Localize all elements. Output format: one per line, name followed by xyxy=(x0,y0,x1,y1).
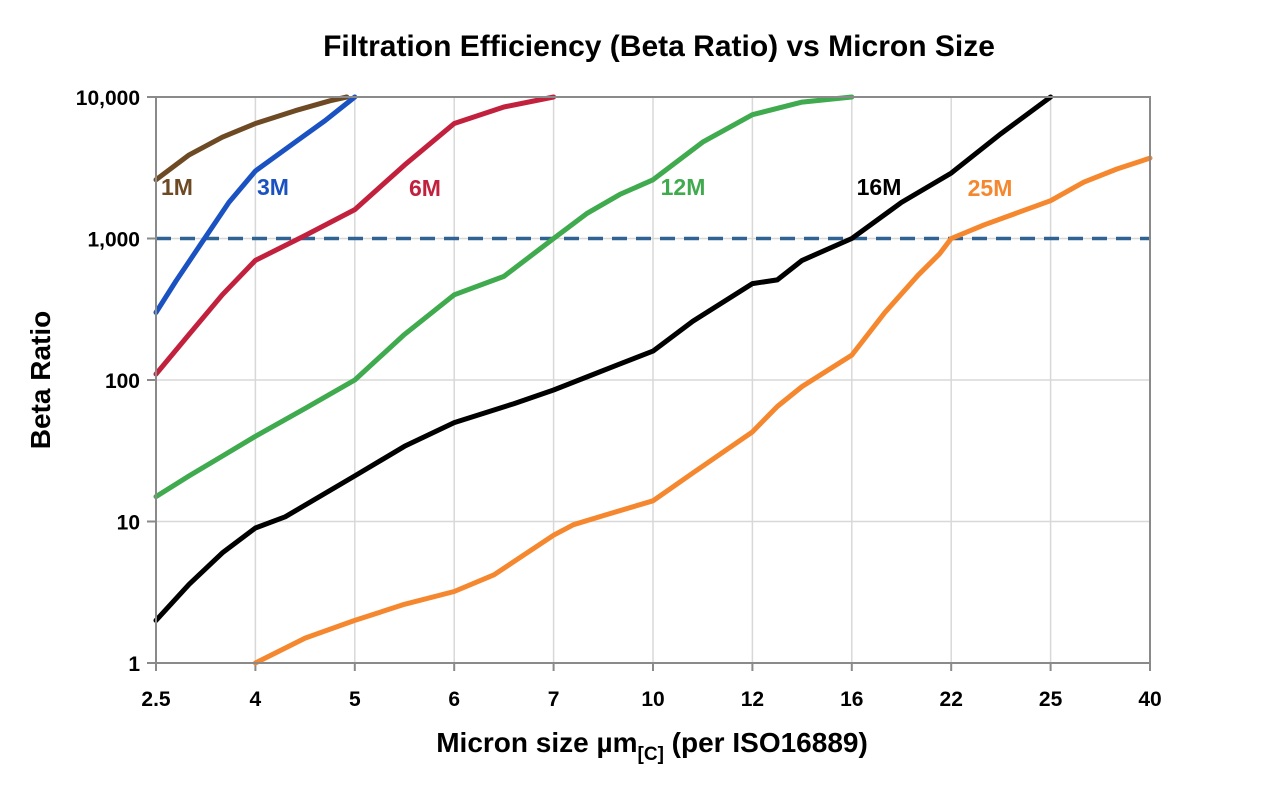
y-tick-label-1,000: 1,000 xyxy=(87,229,140,252)
series-labels-layer: 1M 3M 6M 12M 16M 25M xyxy=(161,174,1012,201)
x-tick-label-5: 5 xyxy=(349,688,361,711)
x-tick-label-40: 40 xyxy=(1138,688,1161,711)
x-tick-label-22: 22 xyxy=(940,688,963,711)
x-tick-label-12: 12 xyxy=(741,688,764,711)
series-label-3M: 3M xyxy=(257,174,289,200)
x-tick-label-2.5: 2.5 xyxy=(141,688,171,711)
series-curve-16M xyxy=(153,94,1054,623)
series-label-1M: 1M xyxy=(161,174,193,200)
plot-border-layer xyxy=(155,96,1151,664)
x-axis-title-prefix: Micron size µm xyxy=(436,727,637,758)
series-curve-3M xyxy=(153,94,358,315)
series-curve-12M xyxy=(153,94,855,500)
x-tick-label-6: 6 xyxy=(448,688,460,711)
series-curve-6M xyxy=(153,94,557,377)
x-tick-label-7: 7 xyxy=(548,688,560,711)
chart-title: Filtration Efficiency (Beta Ratio) vs Mi… xyxy=(323,30,995,63)
series-curve-1M xyxy=(153,94,350,183)
series-label-6M: 6M xyxy=(409,175,441,201)
x-tick-label-16: 16 xyxy=(840,688,863,711)
x-tick-label-25: 25 xyxy=(1039,688,1063,711)
x-axis-title-subscript: [C] xyxy=(638,744,664,765)
series-label-12M: 12M xyxy=(661,174,706,200)
y-axis-title: Beta Ratio xyxy=(25,311,56,449)
tick-labels-layer: 2.5 4 5 6 7 10 12 16 22 25 40 10,000 1,000 100 10 1 xyxy=(76,87,1162,711)
y-tick-label-10,000: 10,000 xyxy=(76,87,140,110)
series-curves-layer xyxy=(153,94,1153,666)
axis-ticks-layer xyxy=(147,96,1151,671)
plot-border xyxy=(155,96,1151,664)
series-label-16M: 16M xyxy=(857,174,902,200)
x-axis-title-suffix: (per ISO16889) xyxy=(664,727,868,758)
series-curve-25M xyxy=(252,155,1153,666)
x-axis-title: Micron size µm[C] (per ISO16889) xyxy=(436,727,868,765)
x-tick-label-4: 4 xyxy=(250,688,262,711)
x-tick-label-10: 10 xyxy=(641,688,664,711)
series-label-25M: 25M xyxy=(968,175,1013,201)
y-tick-label-10: 10 xyxy=(117,512,140,535)
y-tick-label-100: 100 xyxy=(105,370,140,393)
y-tick-label-1: 1 xyxy=(128,653,140,676)
